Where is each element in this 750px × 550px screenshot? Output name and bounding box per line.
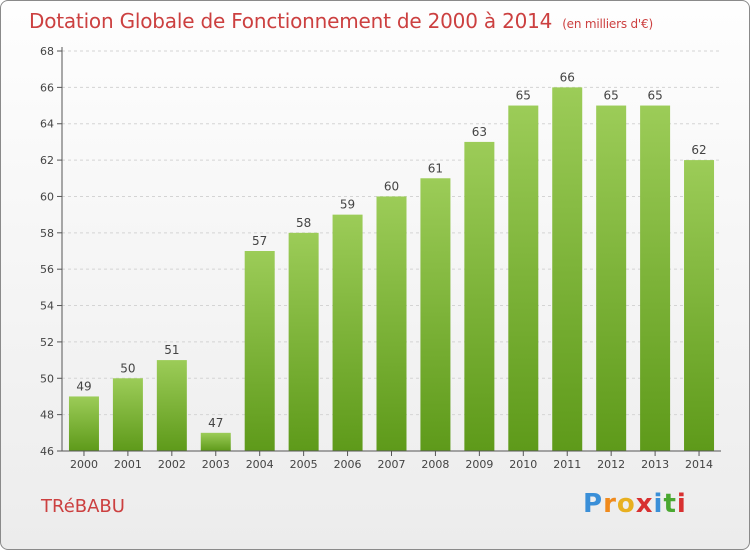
proxiti-logo: Proxiti: [583, 489, 687, 519]
logo-letter: t: [663, 489, 677, 519]
bar-layer: 49 50 51 47 57 58 59 60 61 63 65 66 65 65 62: [68, 70, 715, 452]
logo-letter: P: [583, 489, 604, 519]
y-tick-label: 48: [40, 409, 54, 422]
bar: [112, 378, 143, 451]
x-tick-label: 2013: [641, 458, 669, 471]
data-label: 66: [560, 70, 575, 84]
data-label: 61: [428, 161, 443, 175]
logo-letter: o: [616, 489, 636, 519]
y-tick-label: 64: [40, 118, 54, 131]
data-label: 50: [120, 361, 135, 375]
bar: [640, 105, 671, 451]
bar: [596, 105, 627, 451]
logo-letter: i: [676, 489, 687, 519]
x-tick-label: 2006: [334, 458, 362, 471]
y-tick-label: 60: [40, 190, 54, 203]
title-text: Dotation Globale de Fonctionnement de 20…: [29, 9, 553, 33]
x-tick-label: 2002: [158, 458, 186, 471]
data-label: 60: [384, 179, 399, 193]
bar: [464, 141, 495, 451]
y-tick-label: 56: [40, 263, 54, 276]
x-tick-label: 2011: [553, 458, 581, 471]
x-tick-label: 2009: [465, 458, 493, 471]
x-tick-label: 2005: [290, 458, 318, 471]
commune-name: TRéBABU: [41, 496, 125, 517]
data-label: 65: [516, 89, 531, 103]
y-tick-label: 58: [40, 227, 54, 240]
x-tick-label: 2008: [421, 458, 449, 471]
bar: [200, 432, 231, 451]
unit-label: (en milliers d'€): [562, 17, 653, 31]
logo-letter: x: [635, 489, 654, 519]
bar: [552, 87, 583, 451]
bar: [376, 196, 407, 451]
data-label: 57: [252, 234, 267, 248]
y-tick-label: 68: [40, 45, 54, 58]
logo-letter: i: [653, 489, 664, 519]
bar: [332, 214, 363, 451]
x-tick-label: 2004: [246, 458, 274, 471]
data-label: 51: [164, 343, 179, 357]
data-label: 58: [296, 216, 311, 230]
data-label: 47: [208, 416, 223, 430]
y-tick-label: 54: [40, 300, 54, 313]
bar: [508, 105, 539, 451]
y-tick-label: 52: [40, 336, 54, 349]
x-tick-label: 2003: [202, 458, 230, 471]
x-tick-label: 2001: [114, 458, 142, 471]
data-label: 65: [647, 89, 662, 103]
y-tick-label: 46: [40, 445, 54, 458]
y-tick-label: 66: [40, 81, 54, 94]
data-label: 62: [691, 143, 706, 157]
x-tick-label: 2010: [509, 458, 537, 471]
x-tick-label: 2000: [70, 458, 98, 471]
data-label: 65: [604, 89, 619, 103]
y-tick-label: 62: [40, 154, 54, 167]
bar: [156, 360, 187, 451]
chart-title: Dotation Globale de Fonctionnement de 20…: [29, 9, 653, 33]
bar: [420, 178, 451, 452]
axis-layer: 46 48 50 52 54 56 58 60 62 64 66 68 2000 2001 2002 2003…: [40, 45, 721, 471]
data-label: 63: [472, 125, 487, 139]
data-label: 59: [340, 198, 355, 212]
x-tick-label: 2012: [597, 458, 625, 471]
logo-letter: r: [603, 489, 617, 519]
bar: [244, 251, 275, 451]
x-tick-label: 2014: [685, 458, 713, 471]
y-tick-label: 50: [40, 372, 54, 385]
bar: [684, 160, 715, 451]
bar: [68, 396, 99, 451]
x-tick-label: 2007: [378, 458, 406, 471]
data-label: 49: [76, 379, 91, 393]
bar: [288, 232, 319, 451]
